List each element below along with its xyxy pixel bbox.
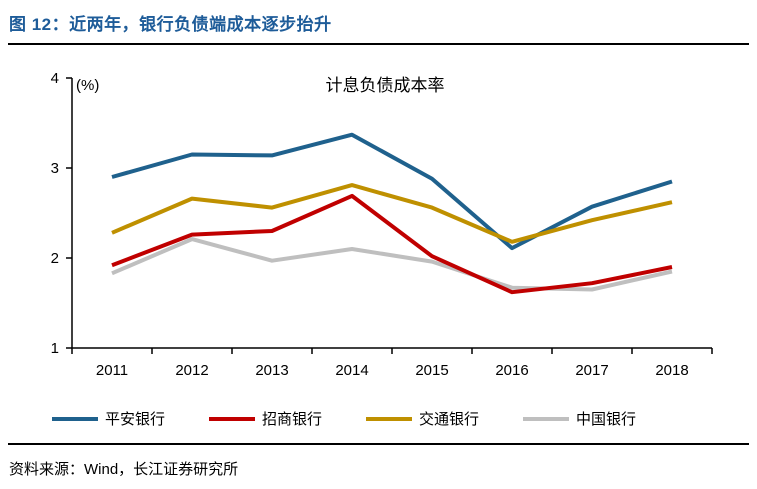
chart-legend: 平安银行 招商银行 交通银行 中国银行 [52,408,749,429]
y-axis-unit-label: (%) [76,77,99,94]
legend-label: 平安银行 [105,411,166,428]
x-tick-label: 2016 [495,362,528,379]
chart-canvas: (%) 计息负债成本率 1 2 3 4 2011 2012 2013 2014 2015 2016… [51,70,713,379]
y-tick-label: 2 [51,250,59,267]
figure-title: 图 12：近两年，银行负债端成本逐步抬升 [9,15,332,34]
legend-line-swatch [52,416,98,421]
y-tick-label: 1 [51,340,59,357]
y-tick-label: 3 [51,160,59,177]
bottom-divider [8,443,749,445]
x-tick-label: 2018 [655,362,688,379]
legend-line-swatch [523,416,570,421]
legend-label: 中国银行 [576,411,637,428]
x-tick-label: 2012 [175,362,208,379]
series-line-交通银行 [111,183,673,244]
legend-label: 招商银行 [262,411,323,428]
chart-title: 计息负债成本率 [326,76,445,95]
legend-item-zhongguo: 中国银行 [523,408,636,429]
legend-item-zhaoshang: 招商银行 [209,408,322,429]
line-chart: (%) 计息负债成本率 1 2 3 4 2011 2012 2013 2014 2015 2016… [8,58,749,393]
legend-label: 交通银行 [419,411,480,428]
source-note: 资料来源：Wind，长江证券研究所 [9,461,239,478]
legend-item-jiaotong: 交通银行 [366,408,479,429]
x-tick-label: 2017 [575,362,608,379]
legend-line-swatch [209,416,256,421]
legend-line-swatch [366,416,413,421]
series-line-招商银行 [111,193,673,295]
series-line-中国银行 [111,237,673,292]
x-tick-label: 2015 [415,362,448,379]
title-divider [8,43,749,45]
axes: 1 2 3 4 2011 2012 2013 2014 2015 2016 2017 2018 [51,70,713,379]
y-tick-label: 4 [51,70,59,87]
series-lines [111,132,673,295]
x-tick-label: 2011 [96,362,128,379]
x-tick-label: 2014 [335,362,368,379]
x-tick-label: 2013 [255,362,288,379]
legend-item-pingan: 平安银行 [52,408,165,429]
series-line-平安银行 [111,132,673,251]
